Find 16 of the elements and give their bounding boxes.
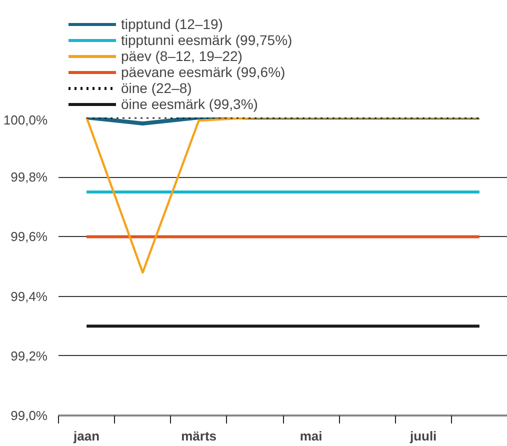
legend-label: tipptunni eesmärk (99,75%): [121, 32, 292, 48]
x-tick-label: jaan: [72, 428, 100, 444]
y-tick-label: 99,0%: [10, 408, 48, 423]
y-tick-label: 99,6%: [10, 229, 48, 244]
legend-label: päev (8–12, 19–22): [121, 48, 242, 64]
y-tick-label: 100,0%: [3, 112, 48, 128]
x-tick-label: märts: [181, 428, 217, 444]
legend-label: päevane eesmärk (99,6%): [121, 64, 286, 80]
x-tick-label: juuli: [408, 428, 437, 444]
x-tick-label: mai: [300, 428, 322, 444]
y-tick-label: 99,8%: [10, 170, 48, 185]
legend-label: öine eesmärk (99,3%): [121, 96, 258, 112]
legend-label: öine (22–8): [121, 80, 192, 96]
y-tick-label: 99,4%: [10, 288, 48, 304]
y-tick-label: 99,2%: [10, 348, 48, 364]
legend-label: tipptund (12–19): [121, 16, 223, 32]
